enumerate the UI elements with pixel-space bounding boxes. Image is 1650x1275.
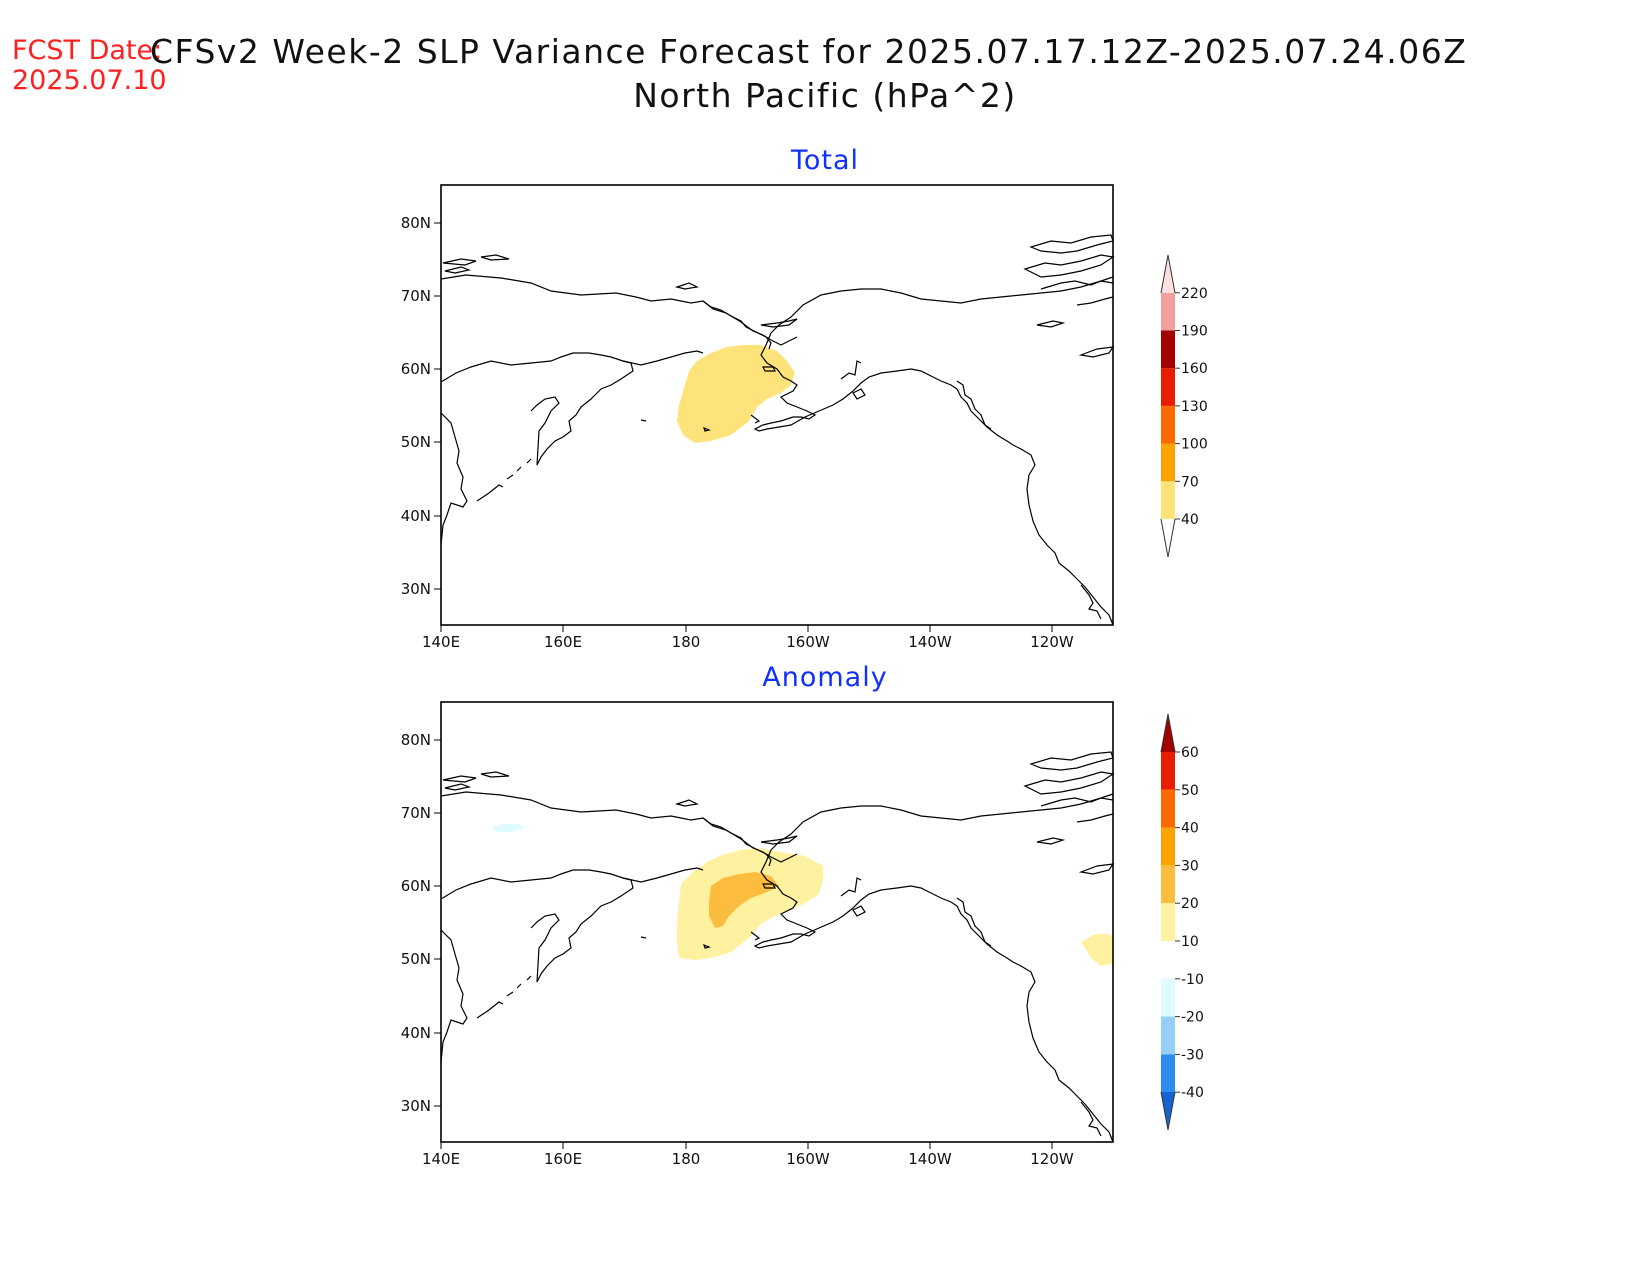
colorbar-swatch [1161, 903, 1175, 941]
colorbar-swatch [1161, 865, 1175, 904]
lat-label: 40N [401, 507, 431, 525]
colorbar-swatch [1161, 941, 1175, 979]
colorbar-anomaly: 60 50 40 30 20 10 -10 -20 -30 -40 [1160, 713, 1204, 1131]
colorbar-label: 20 [1181, 896, 1199, 912]
colorbar-label: -20 [1181, 1010, 1204, 1026]
colorbar-label: 10 [1181, 934, 1199, 950]
lon-label: 140W [908, 633, 952, 651]
anomaly-contour-10-20 [677, 848, 823, 960]
lat-label: 70N [401, 287, 431, 305]
colorbar-swatch [1161, 789, 1175, 828]
lon-label: 140W [908, 1150, 952, 1168]
colorbar-swatch [1161, 443, 1175, 482]
colorbar-label: 40 [1181, 512, 1199, 528]
lon-label: 160E [544, 1150, 582, 1168]
map-panel-total: 80N 70N 60N 50N 40N 30N 140E 160E 180 16… [401, 184, 1114, 651]
lon-label: 120W [1030, 1150, 1074, 1168]
colorbar-swatch [1161, 978, 1175, 1017]
lon-label: 160W [786, 633, 830, 651]
colorbar-label: -30 [1181, 1047, 1204, 1063]
colorbar-label: -40 [1181, 1085, 1204, 1101]
colorbar-label: 190 [1181, 324, 1208, 340]
panel-title-anomaly: Anomaly [762, 662, 888, 693]
colorbar-label: 50 [1181, 783, 1199, 799]
lon-label: 140E [422, 1150, 460, 1168]
colorbar-swatch [1161, 827, 1175, 866]
colorbar-swatch [1161, 405, 1175, 444]
colorbar-swatch [1161, 292, 1175, 331]
colorbar-swatch [1161, 1054, 1175, 1093]
lat-label: 30N [401, 580, 431, 598]
lat-label: 40N [401, 1024, 431, 1042]
lon-label: 140E [422, 633, 460, 651]
anomaly-contour-neg10 [491, 824, 525, 832]
colorbar-swatch [1161, 481, 1175, 519]
colorbar-label: 40 [1181, 821, 1199, 837]
lat-label: 30N [401, 1097, 431, 1115]
colorbar-label: 220 [1181, 286, 1208, 302]
colorbar-total: 40 70 100 130 160 190 220 [1160, 254, 1208, 558]
colorbar-label: 100 [1181, 437, 1208, 453]
lon-label: 160W [786, 1150, 830, 1168]
colorbar-label: 130 [1181, 399, 1208, 415]
lat-label: 60N [401, 877, 431, 895]
colorbar-swatch [1161, 752, 1175, 790]
total-variance-contour-40-70 [677, 345, 795, 443]
lat-label: 60N [401, 360, 431, 378]
colorbar-label: 30 [1181, 858, 1199, 874]
anomaly-contour-10-20-east [1081, 934, 1113, 966]
forecast-date-label: FCST Date: 2025.07.10 [12, 36, 167, 96]
lon-label: 160E [544, 633, 582, 651]
colorbar-swatch [1161, 1016, 1175, 1055]
colorbar-label: 160 [1181, 361, 1208, 377]
anomaly-contour-20-30 [709, 872, 779, 928]
sub-title: North Pacific (hPa^2) [633, 76, 1017, 115]
lat-label: 80N [401, 731, 431, 749]
panel-title-total: Total [790, 145, 860, 176]
lat-label: 50N [401, 950, 431, 968]
lon-label: 120W [1030, 633, 1074, 651]
lon-label: 180 [672, 633, 701, 651]
lat-label: 80N [401, 214, 431, 232]
colorbar-label: 60 [1181, 745, 1199, 761]
fcst-label: FCST Date: [12, 35, 163, 66]
colorbar-label: 70 [1181, 474, 1199, 490]
map-panel-anomaly: 80N 70N 60N 50N 40N 30N 140E 160E 180 16… [401, 701, 1114, 1168]
lon-label: 180 [672, 1150, 701, 1168]
fcst-date: 2025.07.10 [12, 65, 167, 96]
colorbar-label: -10 [1181, 972, 1204, 988]
colorbar-swatch [1161, 330, 1175, 369]
main-title: CFSv2 Week-2 SLP Variance Forecast for 2… [150, 32, 1468, 71]
colorbar-swatch [1161, 368, 1175, 406]
lat-label: 70N [401, 804, 431, 822]
lat-label: 50N [401, 433, 431, 451]
